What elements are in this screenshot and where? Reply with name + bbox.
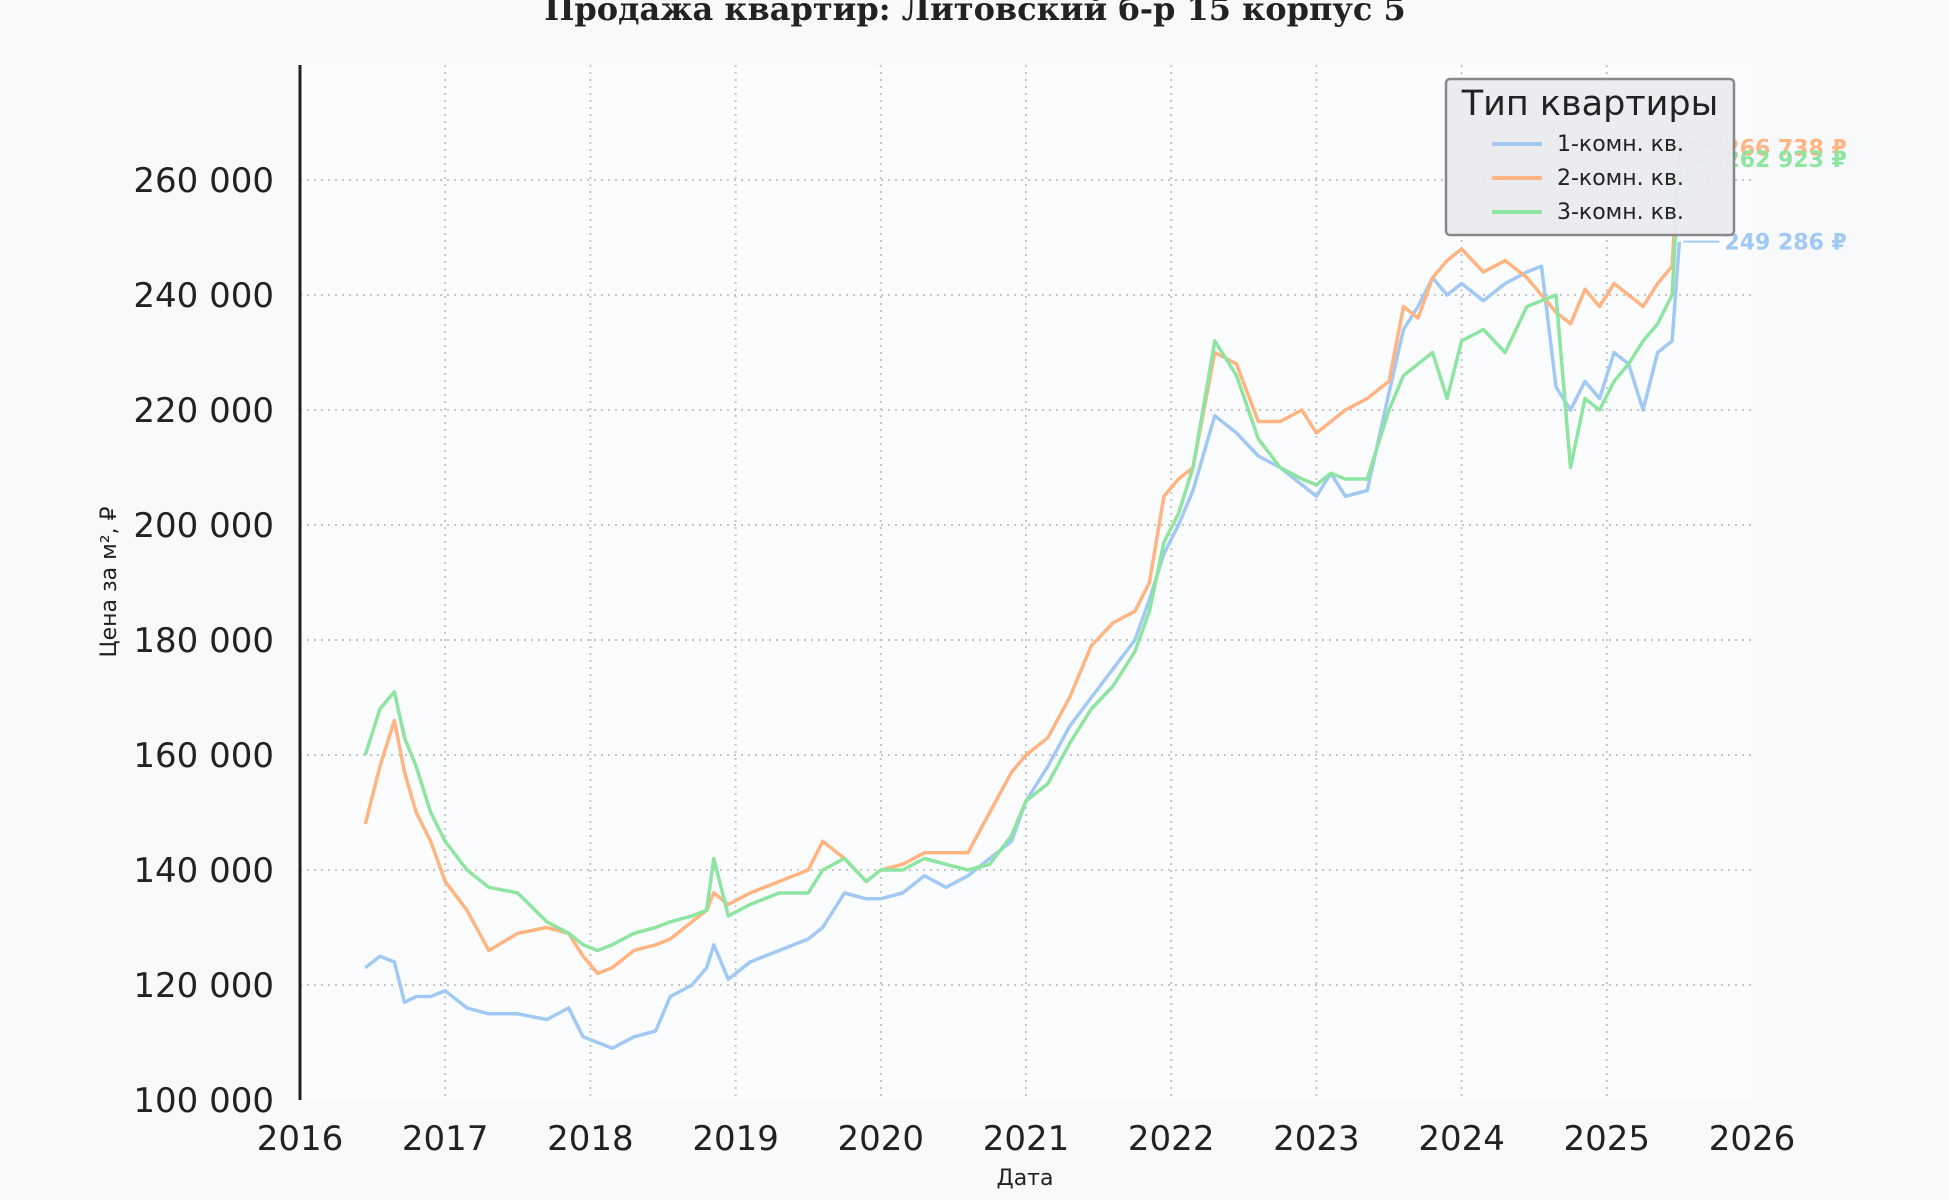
y-tick-label: 160 000	[133, 736, 274, 776]
x-tick-label: 2016	[257, 1119, 344, 1159]
x-tick-label: 2018	[547, 1119, 634, 1159]
end-labels: 249 286 ₽ 266 738 ₽262 923 ₽	[1683, 136, 1847, 256]
series-line-1	[364, 241, 1682, 1051]
x-tick-label: 2025	[1564, 1119, 1651, 1159]
x-tick-label: 2017	[402, 1119, 489, 1159]
x-tick-label: 2020	[838, 1119, 925, 1159]
x-tick-label: 2022	[1128, 1119, 1215, 1159]
y-tick-label: 100 000	[133, 1081, 274, 1121]
legend-entries: 1-комн. кв. 2-комн. кв. 3-комн. кв.	[1492, 132, 1684, 225]
legend-box	[1444, 77, 1736, 237]
chart-title: Продажа квартир: Литовский б-р 15 корпус…	[544, 0, 1406, 28]
y-tick-label: 200 000	[133, 506, 274, 546]
x-tick-label: 2023	[1273, 1119, 1360, 1159]
grid	[300, 65, 1752, 1100]
y-tick-label: 180 000	[133, 621, 274, 661]
x-tick-label: 2019	[692, 1119, 779, 1159]
series-line-2	[363, 141, 1682, 976]
x-tick-label: 2021	[983, 1119, 1070, 1159]
series-lines	[363, 141, 1682, 1051]
x-tick-label: 2024	[1418, 1119, 1505, 1159]
end-value-label: 266 738 ₽	[1724, 136, 1846, 161]
end-value-label: 249 286 ₽	[1724, 231, 1846, 256]
legend-entry-label: 3-комн. кв.	[1557, 200, 1684, 225]
y-tick-label: 260 000	[133, 161, 274, 201]
y-tick-label: 240 000	[133, 276, 274, 316]
y-axis-label: Цена за м², ₽	[97, 506, 122, 657]
x-tick-label: 2026	[1709, 1119, 1796, 1159]
legend-entry-label: 2-комн. кв.	[1557, 166, 1684, 191]
y-tick-label: 220 000	[133, 391, 274, 431]
y-tick-labels: 100 000 120 000 140 000 160 000 180 000 200 0…	[133, 161, 274, 1121]
x-tick-labels: 2016 2017 2018 2019 2020 2021 2022 2023 2024 2025…	[257, 1119, 1796, 1159]
legend: Тип квартиры 1-комн. кв. 2-комн. кв. 3-ком…	[1444, 77, 1736, 237]
y-tick-label: 120 000	[133, 966, 274, 1006]
y-tick-label: 140 000	[133, 851, 274, 891]
legend-entry-label: 1-комн. кв.	[1557, 132, 1684, 157]
legend-title: Тип квартиры	[1461, 84, 1719, 124]
series-line-3	[363, 163, 1682, 953]
end-value-label: 262 923 ₽	[1724, 148, 1846, 173]
x-axis-label: Дата	[997, 1166, 1054, 1191]
